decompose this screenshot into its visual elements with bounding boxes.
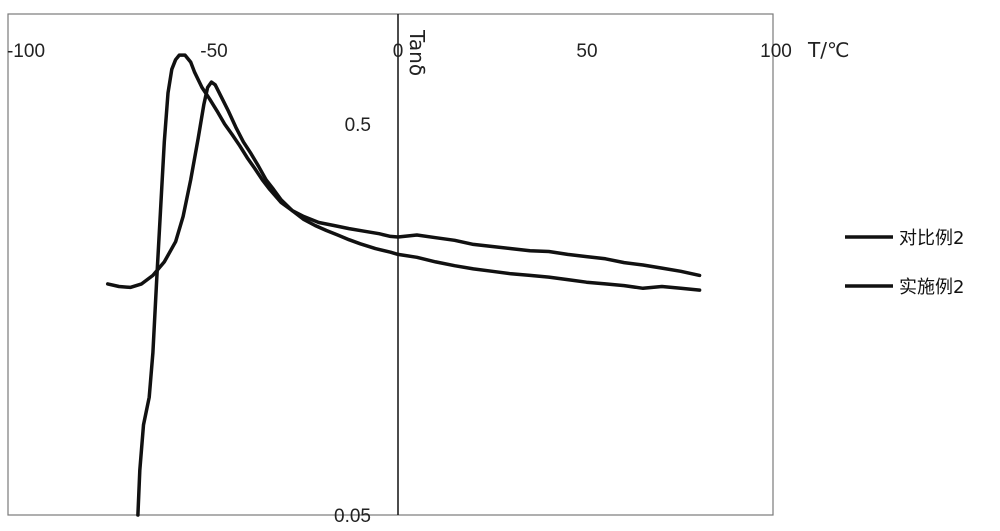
x-tick-label: 0	[393, 41, 404, 62]
legend-label-comparative-2: 对比例2	[899, 228, 964, 249]
x-tick-label: 100	[760, 41, 792, 62]
series-lines	[105, 53, 702, 517]
x-tick-label: 50	[576, 41, 597, 62]
legend-label-example-2: 实施例2	[899, 277, 964, 298]
x-tick-label: -50	[200, 41, 227, 62]
series-line-comparative-2	[136, 53, 702, 517]
y-tick-label: 0.5	[345, 115, 371, 136]
plot-frame	[7, 13, 774, 516]
x-tick-label: -100	[7, 41, 45, 62]
x-axis-title: T/℃	[807, 38, 849, 62]
y-tick-label: 0.05	[334, 506, 371, 527]
series-line-example-2	[105, 80, 702, 292]
y-axis-title: Tanδ	[405, 29, 429, 76]
